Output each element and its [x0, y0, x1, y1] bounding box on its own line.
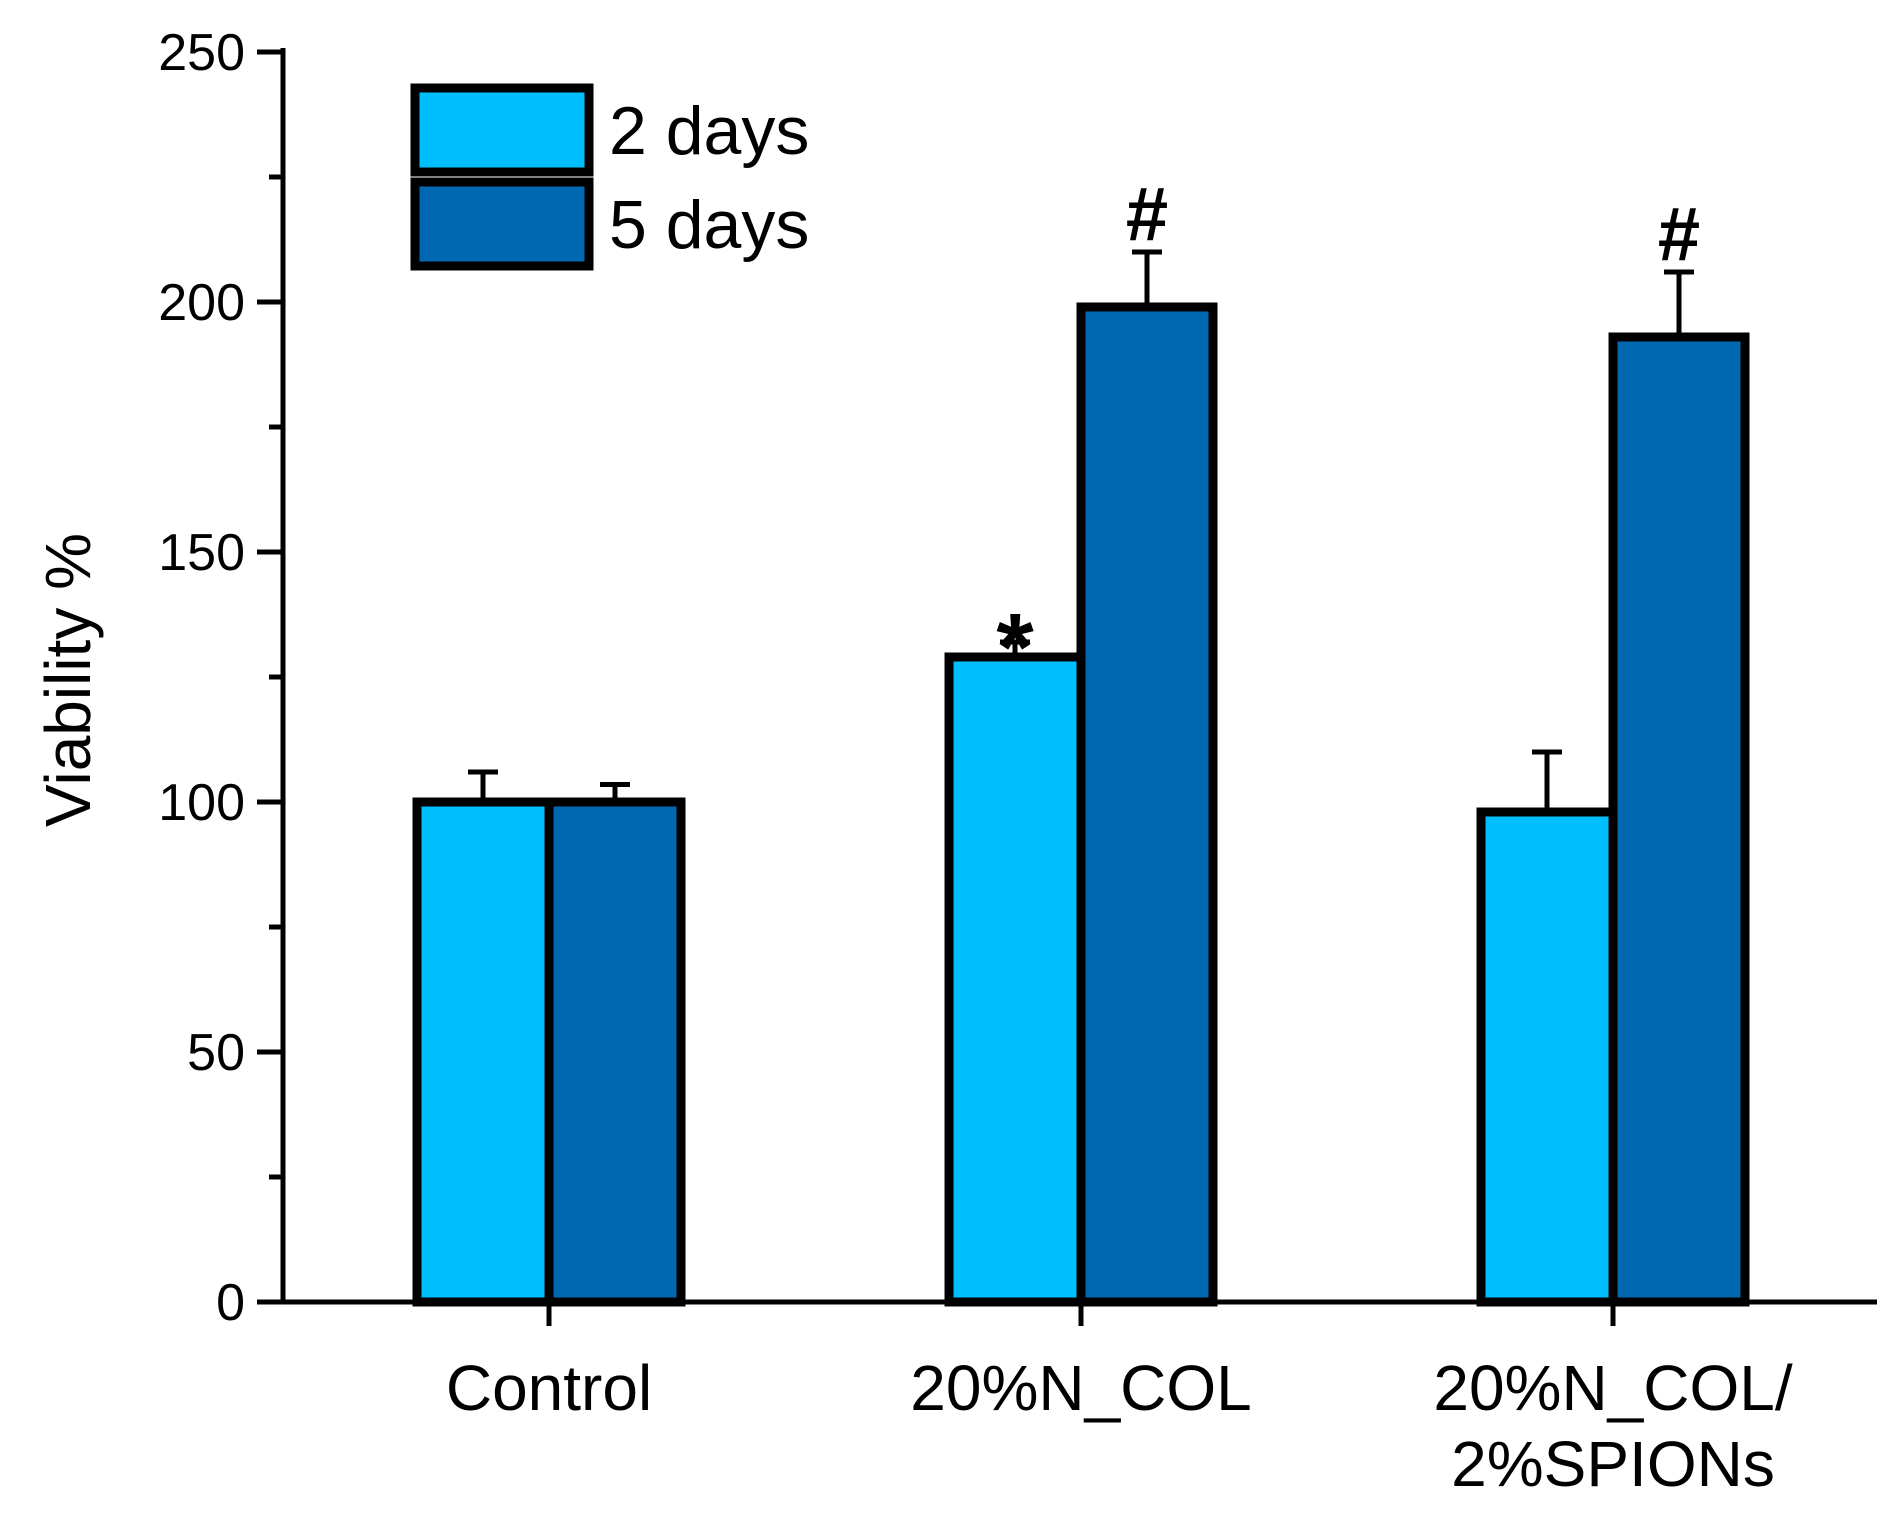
significance-marker: # — [1658, 192, 1700, 277]
y-tick-label: 100 — [158, 774, 245, 832]
significance-marker: * — [996, 594, 1034, 701]
bar-day5-2 — [1608, 332, 1750, 1307]
legend-swatch-day5 — [410, 177, 594, 271]
error-bars-layer — [468, 249, 1694, 812]
y-tick-label: 250 — [158, 24, 245, 82]
bar-day5-1 — [1076, 302, 1218, 1307]
annotations-layer: * # # — [996, 172, 1700, 701]
bar-day2-0 — [412, 797, 554, 1307]
bar-day2-1 — [944, 652, 1086, 1307]
y-ticks: 0 50 100 150 200 250 — [158, 24, 283, 1332]
legend-label: 2 days — [609, 93, 809, 169]
y-tick-label: 200 — [158, 274, 245, 332]
category-label: 20%N_COL/ — [1433, 1352, 1793, 1424]
category-labels: Control 20%N_COL 20%N_COL/2%SPIONs — [446, 1352, 1793, 1500]
significance-marker: # — [1126, 172, 1168, 257]
bar-day5-0 — [544, 797, 686, 1307]
category-label: 2%SPIONs — [1451, 1428, 1775, 1500]
category-label: 20%N_COL — [910, 1352, 1252, 1424]
y-tick-label: 0 — [216, 1274, 245, 1332]
legend: 2 days 5 days — [410, 83, 809, 271]
legend-label: 5 days — [609, 187, 809, 263]
y-tick-label: 50 — [187, 1024, 245, 1082]
bar-day2-2 — [1476, 807, 1618, 1307]
y-tick-label: 150 — [158, 524, 245, 582]
y-axis-title: Viability % — [32, 533, 104, 827]
category-label: Control — [446, 1352, 652, 1424]
legend-swatch-day2 — [410, 83, 594, 177]
